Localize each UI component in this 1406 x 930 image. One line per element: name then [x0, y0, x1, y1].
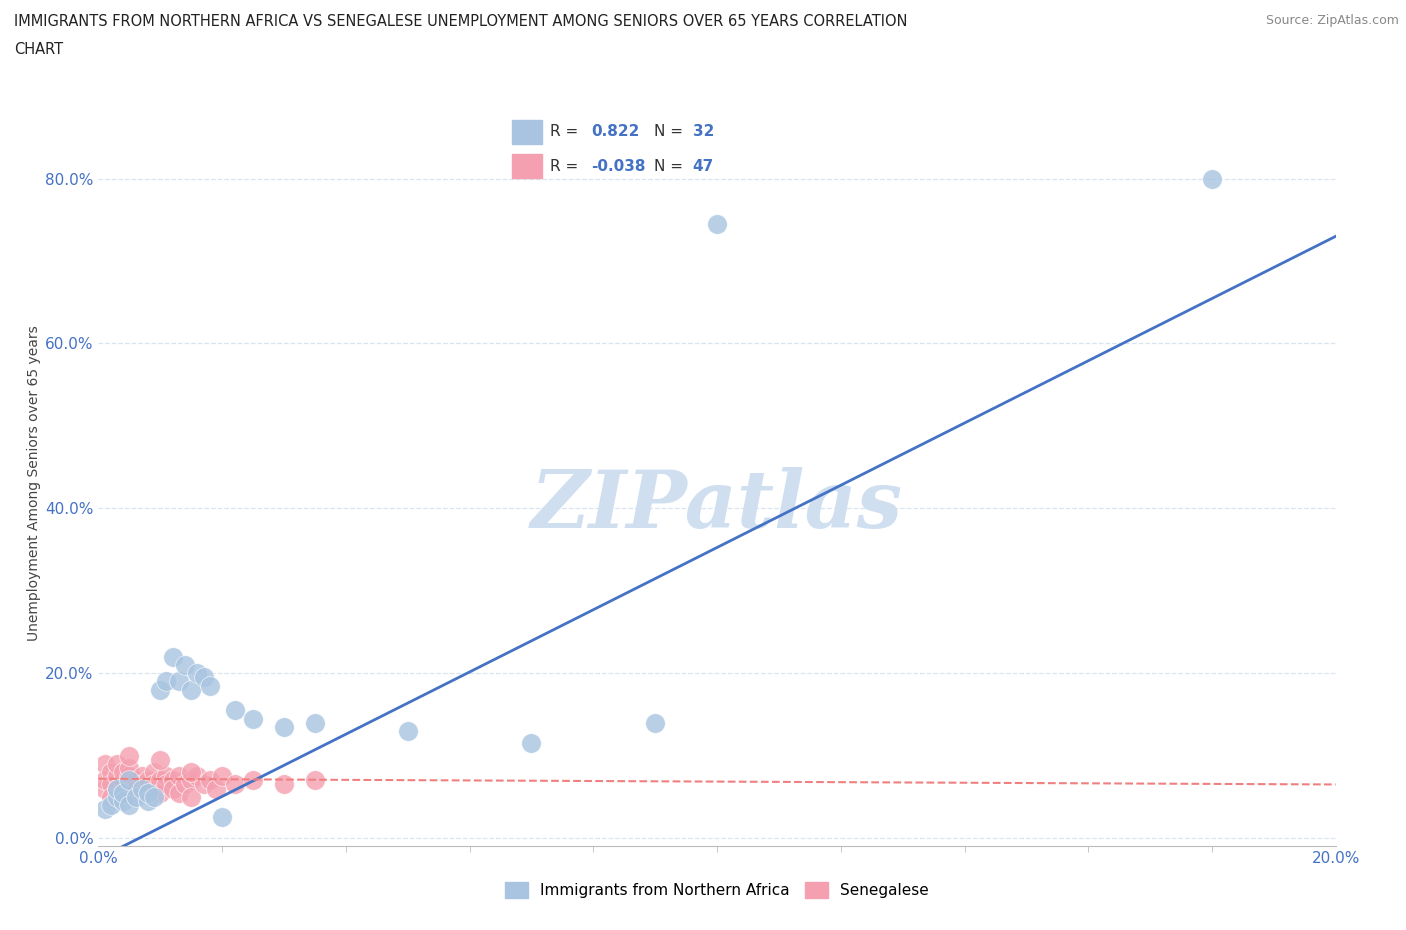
Point	[162, 773, 184, 788]
Point	[131, 769, 153, 784]
Point	[124, 790, 146, 804]
Point	[105, 790, 128, 804]
Text: CHART: CHART	[14, 42, 63, 57]
Point	[118, 773, 141, 788]
Point	[304, 773, 326, 788]
Point	[118, 761, 141, 776]
Point	[167, 785, 190, 800]
Point	[93, 781, 115, 796]
Point	[118, 777, 141, 792]
Point	[112, 793, 135, 808]
Text: R =: R =	[550, 158, 583, 174]
Point	[180, 790, 202, 804]
Point	[520, 736, 543, 751]
Point	[162, 649, 184, 664]
Point	[1201, 171, 1223, 186]
Point	[112, 764, 135, 779]
Point	[242, 773, 264, 788]
Bar	[512, 120, 541, 143]
Point	[180, 764, 202, 779]
Point	[198, 773, 221, 788]
Point	[149, 773, 172, 788]
Point	[644, 715, 666, 730]
Point	[124, 781, 146, 796]
Point	[149, 785, 172, 800]
Point	[112, 785, 135, 800]
Point	[174, 658, 197, 672]
Point	[93, 756, 115, 771]
Point	[149, 683, 172, 698]
Point	[136, 785, 159, 800]
Legend: Immigrants from Northern Africa, Senegalese: Immigrants from Northern Africa, Senegal…	[499, 876, 935, 904]
Point	[100, 798, 122, 813]
Point	[131, 781, 153, 796]
Point	[93, 773, 115, 788]
Point	[118, 769, 141, 784]
Text: -0.038: -0.038	[591, 158, 645, 174]
Point	[143, 777, 166, 792]
Text: N =: N =	[654, 125, 688, 140]
Point	[211, 810, 233, 825]
Point	[136, 793, 159, 808]
Point	[149, 752, 172, 767]
Point	[112, 773, 135, 788]
Text: 0.822: 0.822	[591, 125, 640, 140]
Point	[193, 670, 215, 684]
Point	[118, 785, 141, 800]
Point	[100, 790, 122, 804]
Text: ZIPatlas: ZIPatlas	[531, 467, 903, 544]
Point	[304, 715, 326, 730]
Point	[224, 777, 246, 792]
Point	[180, 773, 202, 788]
Point	[186, 666, 208, 681]
Point	[706, 217, 728, 232]
Point	[167, 674, 190, 689]
Point	[155, 769, 177, 784]
Point	[224, 703, 246, 718]
Point	[273, 777, 295, 792]
Y-axis label: Unemployment Among Seniors over 65 years: Unemployment Among Seniors over 65 years	[27, 326, 41, 642]
Point	[105, 769, 128, 784]
Point	[105, 756, 128, 771]
Text: Source: ZipAtlas.com: Source: ZipAtlas.com	[1265, 14, 1399, 27]
Point	[118, 748, 141, 763]
Point	[242, 711, 264, 726]
Point	[100, 777, 122, 792]
Text: 47: 47	[693, 158, 714, 174]
Point	[193, 777, 215, 792]
Point	[155, 674, 177, 689]
Point	[143, 764, 166, 779]
Point	[100, 764, 122, 779]
Point	[112, 785, 135, 800]
Point	[198, 678, 221, 693]
Text: 32: 32	[693, 125, 714, 140]
Text: N =: N =	[654, 158, 688, 174]
Point	[174, 777, 197, 792]
Text: IMMIGRANTS FROM NORTHERN AFRICA VS SENEGALESE UNEMPLOYMENT AMONG SENIORS OVER 65: IMMIGRANTS FROM NORTHERN AFRICA VS SENEG…	[14, 14, 907, 29]
Point	[124, 773, 146, 788]
Point	[162, 781, 184, 796]
Point	[93, 802, 115, 817]
Point	[143, 790, 166, 804]
Bar	[512, 154, 541, 178]
Point	[273, 719, 295, 734]
Point	[105, 781, 128, 796]
Point	[180, 683, 202, 698]
Text: R =: R =	[550, 125, 583, 140]
Point	[136, 785, 159, 800]
Point	[205, 781, 228, 796]
Point	[155, 777, 177, 792]
Point	[118, 798, 141, 813]
Point	[396, 724, 419, 738]
Point	[211, 769, 233, 784]
Point	[167, 769, 190, 784]
Point	[186, 769, 208, 784]
Point	[131, 777, 153, 792]
Point	[136, 773, 159, 788]
Point	[105, 781, 128, 796]
